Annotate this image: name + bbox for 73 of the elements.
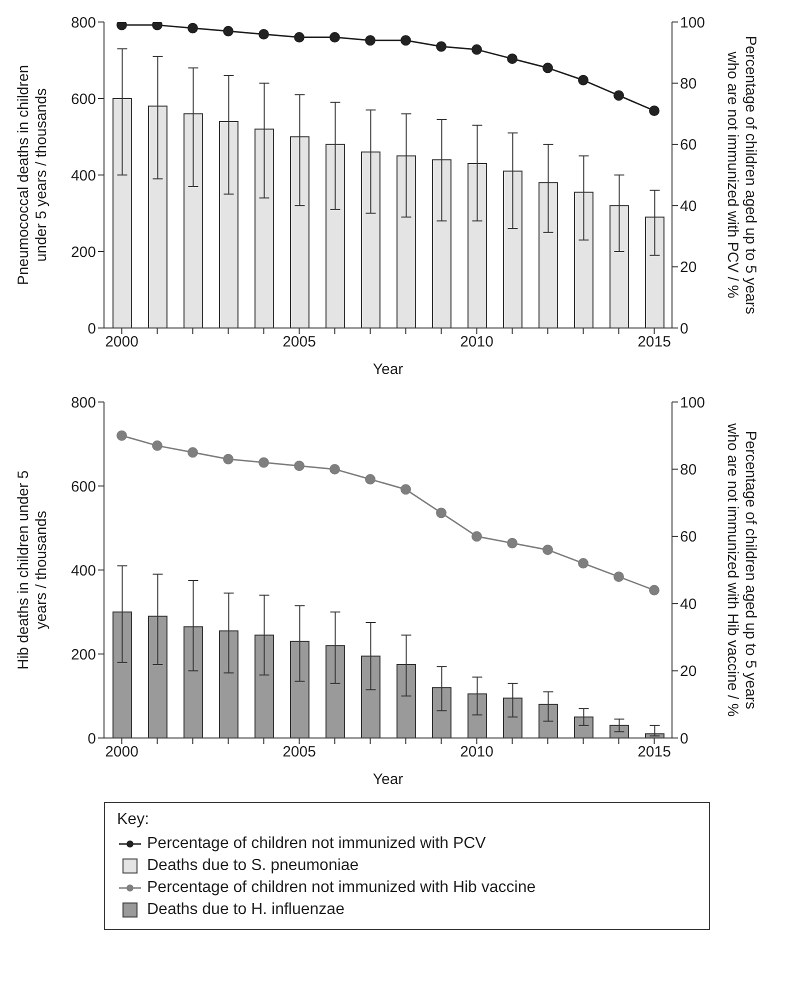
y2-axis-title: Percentage of children aged up to 5 years who are not immunized with PCV / %: [724, 36, 759, 314]
point: [116, 430, 127, 441]
y2-tick-label: 20: [680, 663, 697, 680]
y2-tick-label: 0: [680, 730, 688, 748]
x-tick-label: 2005: [282, 334, 316, 351]
point: [578, 74, 588, 86]
point: [400, 35, 411, 46]
point: [507, 53, 518, 64]
point: [649, 105, 660, 116]
x-tick-label: 2010: [460, 334, 494, 351]
y-axis-title: Hib deaths in children under 5 years / thousands: [15, 470, 50, 670]
y2-tick-label: 80: [680, 76, 697, 93]
y2-tick-label: 40: [680, 198, 697, 215]
point: [365, 474, 376, 485]
point: [436, 41, 446, 52]
point: [614, 90, 624, 101]
y-tick-label: 600: [70, 90, 96, 108]
y2-tick-label: 60: [680, 528, 697, 546]
point: [649, 584, 660, 596]
y-tick-label: 400: [70, 562, 96, 580]
point: [223, 454, 234, 464]
point: [188, 22, 198, 34]
point: [365, 35, 376, 46]
point: [152, 440, 162, 451]
y-tick-label: 800: [70, 14, 96, 32]
y2-tick-label: 60: [680, 136, 697, 154]
y2-tick-label: 100: [680, 394, 706, 412]
x-tick-label: 2005: [282, 744, 316, 761]
legend-title: Key:: [117, 811, 150, 829]
point: [330, 464, 340, 474]
x-axis-title: Year: [372, 361, 404, 378]
point: [294, 32, 304, 43]
point: [330, 32, 340, 43]
y-tick-label: 400: [70, 167, 96, 184]
legend-label: Deaths due to H. influenzae: [147, 900, 344, 920]
x-tick-label: 2015: [638, 744, 671, 761]
point: [507, 538, 518, 548]
point: [116, 22, 127, 30]
point: [152, 22, 162, 30]
x-axis-title: Year: [372, 771, 404, 788]
point: [472, 531, 482, 542]
point: [294, 460, 304, 472]
point: [188, 447, 198, 458]
point: [258, 457, 269, 468]
y-tick-label: 0: [88, 320, 96, 338]
legend-label: Percentage of children not immunized with Hib vaccine: [147, 878, 536, 898]
point: [400, 484, 411, 495]
y-tick-label: 0: [88, 730, 96, 748]
point: [614, 571, 624, 582]
x-tick-label: 2000: [105, 334, 138, 351]
y2-axis-title: Percentage of children aged up to 5 years who are not immunized with Hib vaccine / %: [724, 422, 759, 717]
point: [578, 558, 588, 569]
point: [542, 62, 553, 74]
y-tick-label: 200: [70, 646, 96, 664]
y2-tick-label: 20: [680, 259, 697, 276]
y-tick-label: 600: [70, 478, 96, 496]
point: [472, 44, 482, 55]
point: [223, 26, 234, 36]
x-tick-label: 2015: [638, 334, 671, 351]
y-tick-label: 200: [70, 244, 96, 261]
point: [258, 28, 269, 40]
y2-tick-label: 80: [680, 462, 697, 479]
y-axis-title: Pneumococcal deaths in children under 5 years / thousands: [15, 64, 50, 286]
point: [436, 508, 446, 518]
legend-label: Deaths due to S. pneumoniae: [147, 856, 359, 876]
point: [542, 544, 553, 556]
y2-tick-label: 40: [680, 596, 697, 613]
y2-tick-label: 0: [680, 320, 688, 338]
x-tick-label: 2010: [460, 744, 494, 761]
legend-label: Percentage of children not immunized with PCV: [147, 834, 486, 854]
x-tick-label: 2000: [105, 744, 138, 761]
y-tick-label: 800: [70, 394, 96, 412]
y2-tick-label: 100: [680, 14, 706, 32]
